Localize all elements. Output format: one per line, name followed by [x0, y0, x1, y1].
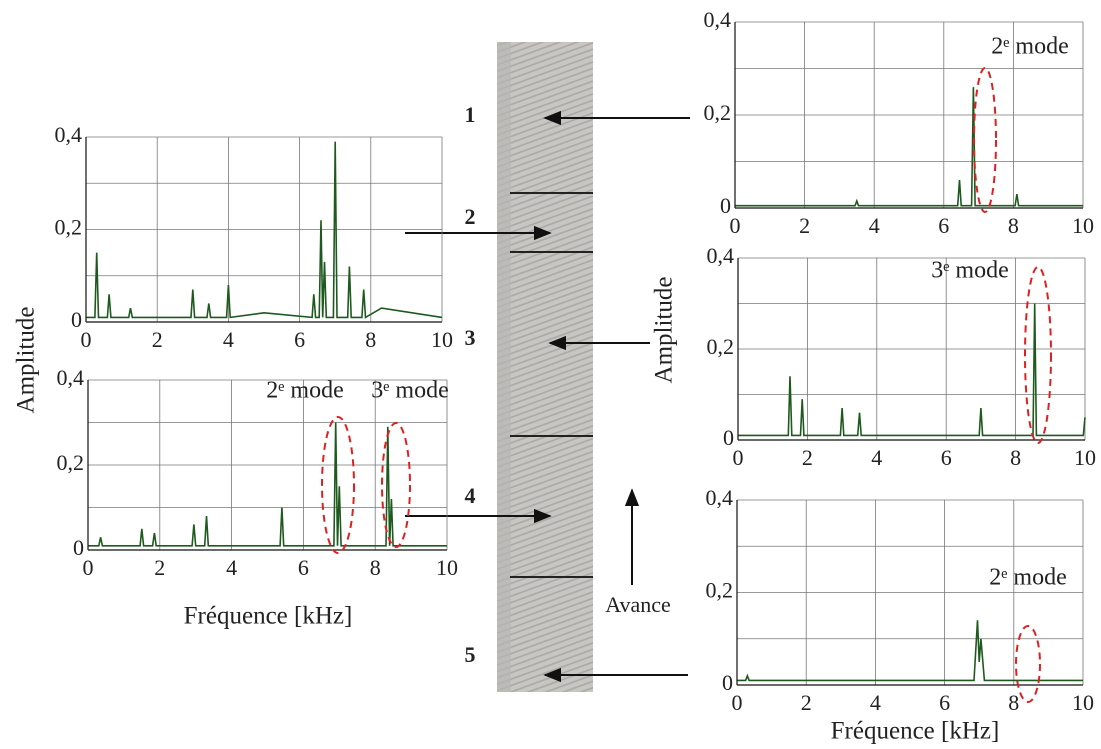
mode-highlight [381, 422, 411, 548]
x-tick-label: 10 [436, 555, 458, 580]
mode-label: 3ᵉ mode [371, 378, 448, 404]
mode-highlight [1015, 625, 1041, 703]
spectrum-line [738, 303, 1086, 437]
x-tick-label: 10 [1072, 690, 1094, 715]
mode-label: 2ᵉ mode [266, 378, 343, 404]
x-tick-label: 4 [870, 690, 881, 715]
y-tick-label: 0,2 [57, 450, 85, 475]
specimen-image [497, 42, 593, 692]
specimen-edge [497, 42, 511, 692]
x-tick-label: 2 [799, 213, 810, 238]
x-tick-label: 6 [941, 445, 952, 470]
y-tick-label: 0 [71, 307, 82, 332]
specimen-strip [497, 42, 593, 692]
y-tick-label: 0,2 [707, 334, 735, 359]
x-tick-label: 8 [370, 555, 381, 580]
x-tick-label: 6 [294, 327, 305, 352]
spectrum-line [735, 87, 1083, 207]
y-tick-label: 0 [73, 535, 84, 560]
x-tick-label: 0 [730, 213, 741, 238]
section-label: 2 [465, 204, 476, 229]
y-tick-label: 0 [720, 193, 731, 218]
y-axis-label: Amplitude [13, 307, 40, 414]
x-tick-label: 2 [152, 327, 163, 352]
x-tick-label: 8 [1010, 445, 1021, 470]
y-tick-label: 0,4 [707, 243, 735, 268]
x-tick-label: 4 [871, 445, 882, 470]
y-tick-label: 0 [722, 670, 733, 695]
mode-highlight [321, 416, 355, 554]
advance-label: Avance [605, 592, 671, 617]
x-tick-label: 2 [801, 690, 812, 715]
section-label: 5 [465, 642, 476, 667]
y-axis-label: Amplitude [651, 277, 678, 384]
x-tick-label: 0 [732, 690, 743, 715]
section-label: 4 [465, 483, 476, 508]
x-tick-label: 6 [938, 213, 949, 238]
x-tick-label: 8 [1008, 213, 1019, 238]
mode-label: 3ᵉ mode [931, 258, 1008, 284]
x-tick-label: 4 [223, 327, 234, 352]
spectrum-line [737, 620, 1083, 682]
x-tick-label: 0 [733, 445, 744, 470]
spectrum-line [86, 141, 443, 319]
x-tick-label: 10 [431, 327, 453, 352]
spectrum-line [88, 422, 447, 547]
x-tick-label: 6 [939, 690, 950, 715]
y-tick-label: 0,4 [706, 485, 734, 510]
x-tick-label: 8 [1008, 690, 1019, 715]
x-axis-label: Fréquence [kHz] [831, 718, 1000, 745]
section-label: 1 [465, 102, 476, 127]
x-tick-label: 8 [365, 327, 376, 352]
section-label: 3 [465, 325, 476, 350]
y-tick-label: 0,2 [704, 100, 732, 125]
mode-label: 2ᵉ mode [989, 565, 1066, 591]
x-tick-label: 0 [81, 327, 92, 352]
arrows [405, 110, 690, 683]
x-axis-label: Fréquence [kHz] [184, 603, 353, 630]
mode-label: 2ᵉ mode [991, 34, 1068, 60]
x-tick-label: 2 [802, 445, 813, 470]
x-tick-label: 6 [298, 555, 309, 580]
y-tick-label: 0,2 [706, 578, 734, 603]
x-tick-label: 4 [226, 555, 237, 580]
x-tick-label: 0 [83, 555, 94, 580]
mode-highlight [973, 67, 997, 213]
x-tick-label: 10 [1074, 445, 1096, 470]
y-tick-label: 0,4 [55, 122, 83, 147]
y-tick-label: 0,4 [704, 7, 732, 32]
x-tick-label: 2 [154, 555, 165, 580]
y-tick-label: 0 [723, 425, 734, 450]
mode-highlight [1024, 266, 1052, 444]
y-tick-label: 0,2 [55, 215, 83, 240]
x-tick-label: 4 [869, 213, 880, 238]
x-tick-label: 10 [1072, 213, 1094, 238]
y-tick-label: 0,4 [57, 365, 85, 390]
